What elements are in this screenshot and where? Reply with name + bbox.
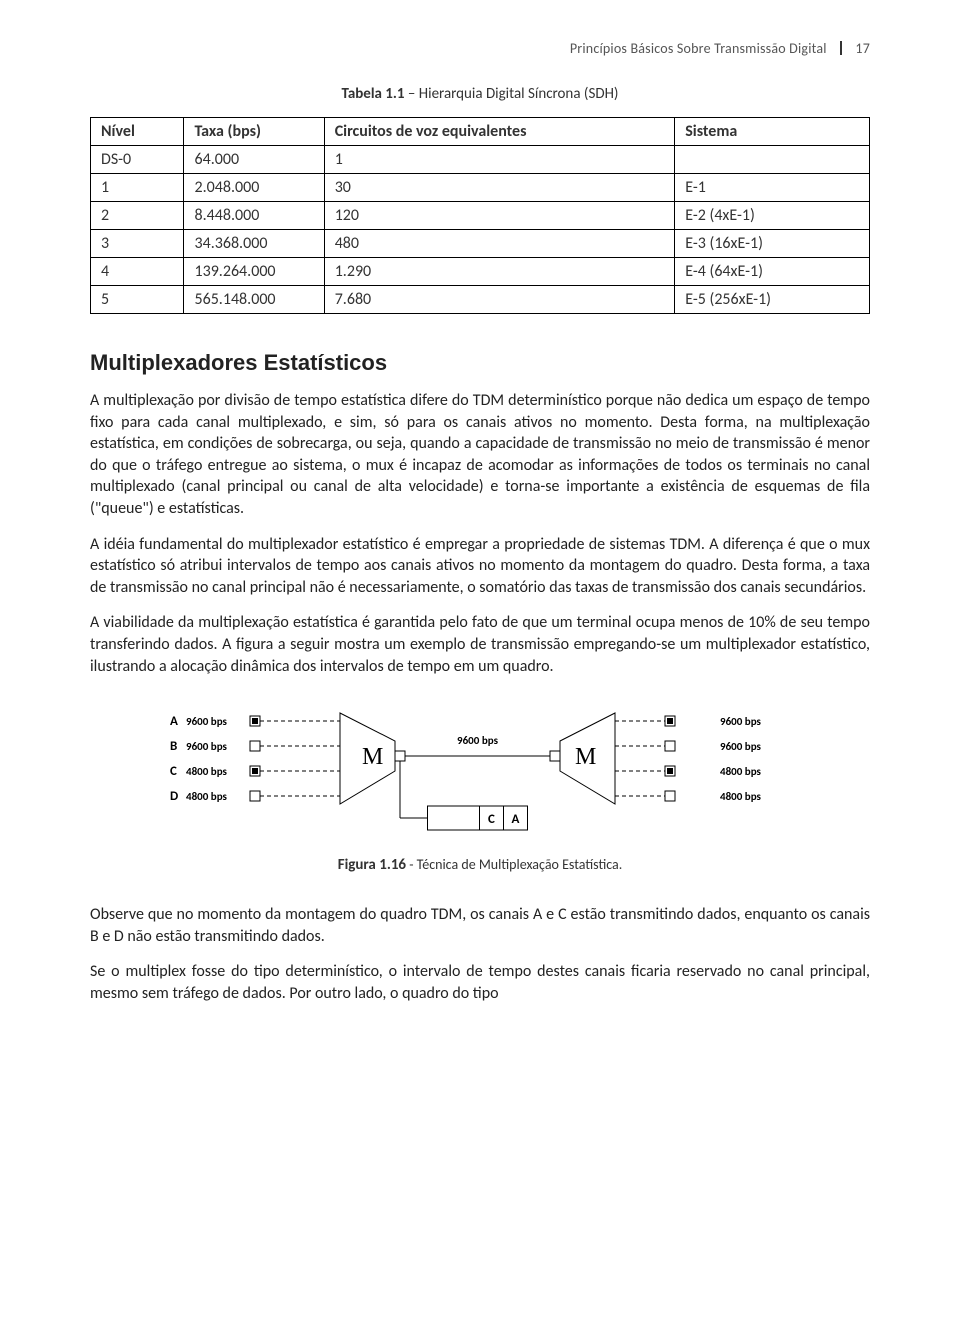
table-caption: Tabela 1.1 – Hierarquia Digital Síncrona… bbox=[90, 85, 870, 103]
mux-diagram: A 9600 bps B 9600 bps C 4800 bps D 4800 bps M 960… bbox=[160, 701, 800, 846]
col-header-circ: Circuitos de voz equivalentes bbox=[324, 118, 675, 146]
svg-text:B: B bbox=[170, 739, 177, 754]
svg-text:C: C bbox=[170, 764, 177, 779]
table-row: 4139.264.0001.290E-4 (64xE-1) bbox=[91, 258, 870, 286]
figure-caption-text: - Técnica de Multiplexação Estatística. bbox=[406, 856, 622, 873]
table-row: 334.368.000480E-3 (16xE-1) bbox=[91, 230, 870, 258]
svg-text:A: A bbox=[512, 812, 520, 827]
sdh-table: Nível Taxa (bps) Circuitos de voz equiva… bbox=[90, 117, 870, 314]
col-header-sistema: Sistema bbox=[675, 118, 870, 146]
svg-text:9600 bps: 9600 bps bbox=[457, 734, 499, 747]
table-cell: DS-0 bbox=[91, 146, 184, 174]
table-cell: 565.148.000 bbox=[184, 286, 324, 314]
svg-text:9600 bps: 9600 bps bbox=[720, 740, 762, 753]
table-cell: 8.448.000 bbox=[184, 202, 324, 230]
svg-text:9600 bps: 9600 bps bbox=[186, 740, 228, 753]
svg-text:4800 bps: 4800 bps bbox=[186, 765, 228, 778]
paragraph-5: Se o multiplex fosse do tipo determiníst… bbox=[90, 961, 870, 1004]
table-row: DS-064.0001 bbox=[91, 146, 870, 174]
svg-text:4800 bps: 4800 bps bbox=[186, 790, 228, 803]
table-cell: 2 bbox=[91, 202, 184, 230]
table-cell: 4 bbox=[91, 258, 184, 286]
table-row: 5565.148.0007.680E-5 (256xE-1) bbox=[91, 286, 870, 314]
table-cell: 2.048.000 bbox=[184, 174, 324, 202]
svg-text:M: M bbox=[575, 744, 596, 770]
table-cell: 1 bbox=[324, 146, 675, 174]
table-row: 12.048.00030E-1 bbox=[91, 174, 870, 202]
table-cell bbox=[675, 146, 870, 174]
table-cell: 64.000 bbox=[184, 146, 324, 174]
col-header-nivel: Nível bbox=[91, 118, 184, 146]
page: Princípios Básicos Sobre Transmissão Dig… bbox=[0, 0, 960, 1069]
header-title: Princípios Básicos Sobre Transmissão Dig… bbox=[570, 40, 827, 57]
table-cell: 139.264.000 bbox=[184, 258, 324, 286]
svg-text:9600 bps: 9600 bps bbox=[186, 715, 228, 728]
table-row: 28.448.000120E-2 (4xE-1) bbox=[91, 202, 870, 230]
table-cell: 3 bbox=[91, 230, 184, 258]
table-cell: 480 bbox=[324, 230, 675, 258]
table-cell: E-1 bbox=[675, 174, 870, 202]
svg-text:4800 bps: 4800 bps bbox=[720, 790, 762, 803]
page-number: 17 bbox=[855, 40, 870, 57]
table-cell: 34.368.000 bbox=[184, 230, 324, 258]
svg-text:4800 bps: 4800 bps bbox=[720, 765, 762, 778]
table-cell: 30 bbox=[324, 174, 675, 202]
table-cell: E-5 (256xE-1) bbox=[675, 286, 870, 314]
col-header-taxa: Taxa (bps) bbox=[184, 118, 324, 146]
section-heading: Multiplexadores Estatísticos bbox=[90, 350, 870, 376]
svg-text:D: D bbox=[170, 789, 178, 804]
paragraph-4: Observe que no momento da montagem do qu… bbox=[90, 904, 870, 947]
paragraph-3: A viabilidade da multiplexação estatísti… bbox=[90, 612, 870, 677]
table-cell: 1.290 bbox=[324, 258, 675, 286]
table-header-row: Nível Taxa (bps) Circuitos de voz equiva… bbox=[91, 118, 870, 146]
header-separator bbox=[840, 41, 842, 55]
running-header: Princípios Básicos Sobre Transmissão Dig… bbox=[90, 40, 870, 57]
svg-text:M: M bbox=[362, 744, 383, 770]
table-cell: E-2 (4xE-1) bbox=[675, 202, 870, 230]
table-cell: 1 bbox=[91, 174, 184, 202]
svg-text:9600 bps: 9600 bps bbox=[720, 715, 762, 728]
table-cell: E-4 (64xE-1) bbox=[675, 258, 870, 286]
paragraph-2: A idéia fundamental do multiplexador est… bbox=[90, 534, 870, 599]
svg-text:A: A bbox=[170, 714, 178, 729]
paragraph-1: A multiplexação por divisão de tempo est… bbox=[90, 390, 870, 520]
figure-mux: A 9600 bps B 9600 bps C 4800 bps D 4800 bps M 960… bbox=[90, 701, 870, 846]
figure-caption-label: Figura 1.16 bbox=[338, 856, 406, 874]
svg-text:C: C bbox=[488, 812, 495, 827]
figure-caption: Figura 1.16 - Técnica de Multiplexação E… bbox=[90, 856, 870, 874]
table-caption-label: Tabela 1.1 bbox=[342, 85, 405, 103]
table-cell: E-3 (16xE-1) bbox=[675, 230, 870, 258]
table-cell: 5 bbox=[91, 286, 184, 314]
table-caption-text: – Hierarquia Digital Síncrona (SDH) bbox=[405, 85, 619, 103]
table-cell: 120 bbox=[324, 202, 675, 230]
table-cell: 7.680 bbox=[324, 286, 675, 314]
